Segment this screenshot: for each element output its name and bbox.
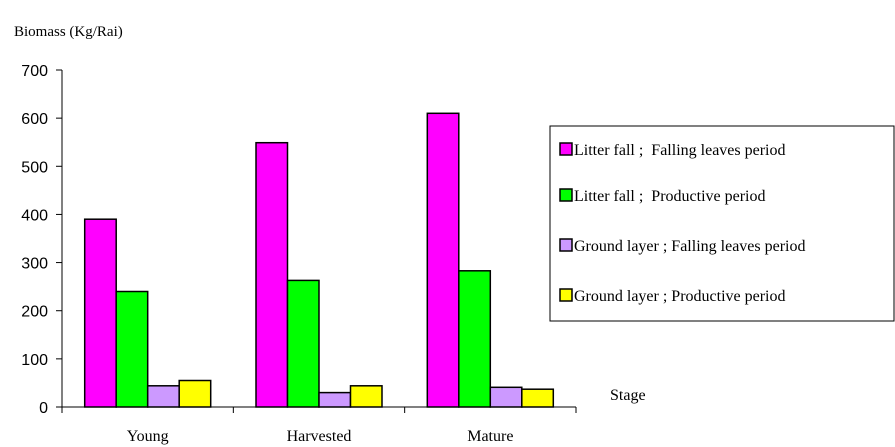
- bars: [83, 112, 555, 408]
- bar-2-mature: [458, 270, 492, 408]
- bar-4-harvested: [349, 385, 383, 408]
- y-tick-label: 700: [21, 63, 48, 80]
- y-tick-label: 300: [21, 256, 48, 273]
- bar-3-mature: [489, 386, 523, 408]
- y-tick-label: 600: [21, 111, 48, 128]
- legend-swatch-4: [559, 288, 573, 302]
- x-tick-label-young: Young: [127, 428, 169, 445]
- x-axis-label: Stage: [610, 387, 646, 404]
- legend-label-1: Litter fall ; Falling leaves period: [574, 142, 786, 159]
- legend: Litter fall ; Falling leaves period Litte…: [549, 125, 895, 322]
- bar-1-young: [83, 218, 117, 408]
- bar-2-young: [115, 290, 149, 408]
- legend-label-2: Litter fall ; Productive period: [574, 188, 766, 205]
- bar-3-young: [146, 385, 180, 408]
- y-tick-label: 500: [21, 159, 48, 176]
- y-tick-label: 200: [21, 304, 48, 321]
- y-tick-label: 100: [21, 352, 48, 369]
- bar-4-young: [178, 379, 212, 408]
- legend-swatch-1: [559, 142, 573, 156]
- bar-1-mature: [426, 112, 460, 408]
- y-tick-label: 400: [21, 207, 48, 224]
- legend-label-4: Ground layer ; Productive period: [574, 288, 786, 305]
- bar-4-mature: [521, 388, 555, 408]
- bar-3-harvested: [318, 391, 352, 408]
- x-tick-label-harvested: Harvested: [287, 428, 352, 445]
- bar-1-harvested: [255, 141, 289, 408]
- axes: 0 100 200 300 400 500 600 700 Young Harvested Matu…: [21, 63, 577, 445]
- bar-2-harvested: [286, 279, 320, 408]
- legend-label-3: Ground layer ; Falling leaves period: [574, 238, 806, 255]
- x-tick-label-mature: Mature: [467, 428, 513, 445]
- y-tick-label: 0: [39, 400, 48, 417]
- legend-box: [549, 125, 895, 322]
- legend-swatch-2: [559, 188, 573, 202]
- legend-swatch-3: [559, 238, 573, 252]
- y-axis-label: Biomass (Kg/Rai): [14, 24, 123, 40]
